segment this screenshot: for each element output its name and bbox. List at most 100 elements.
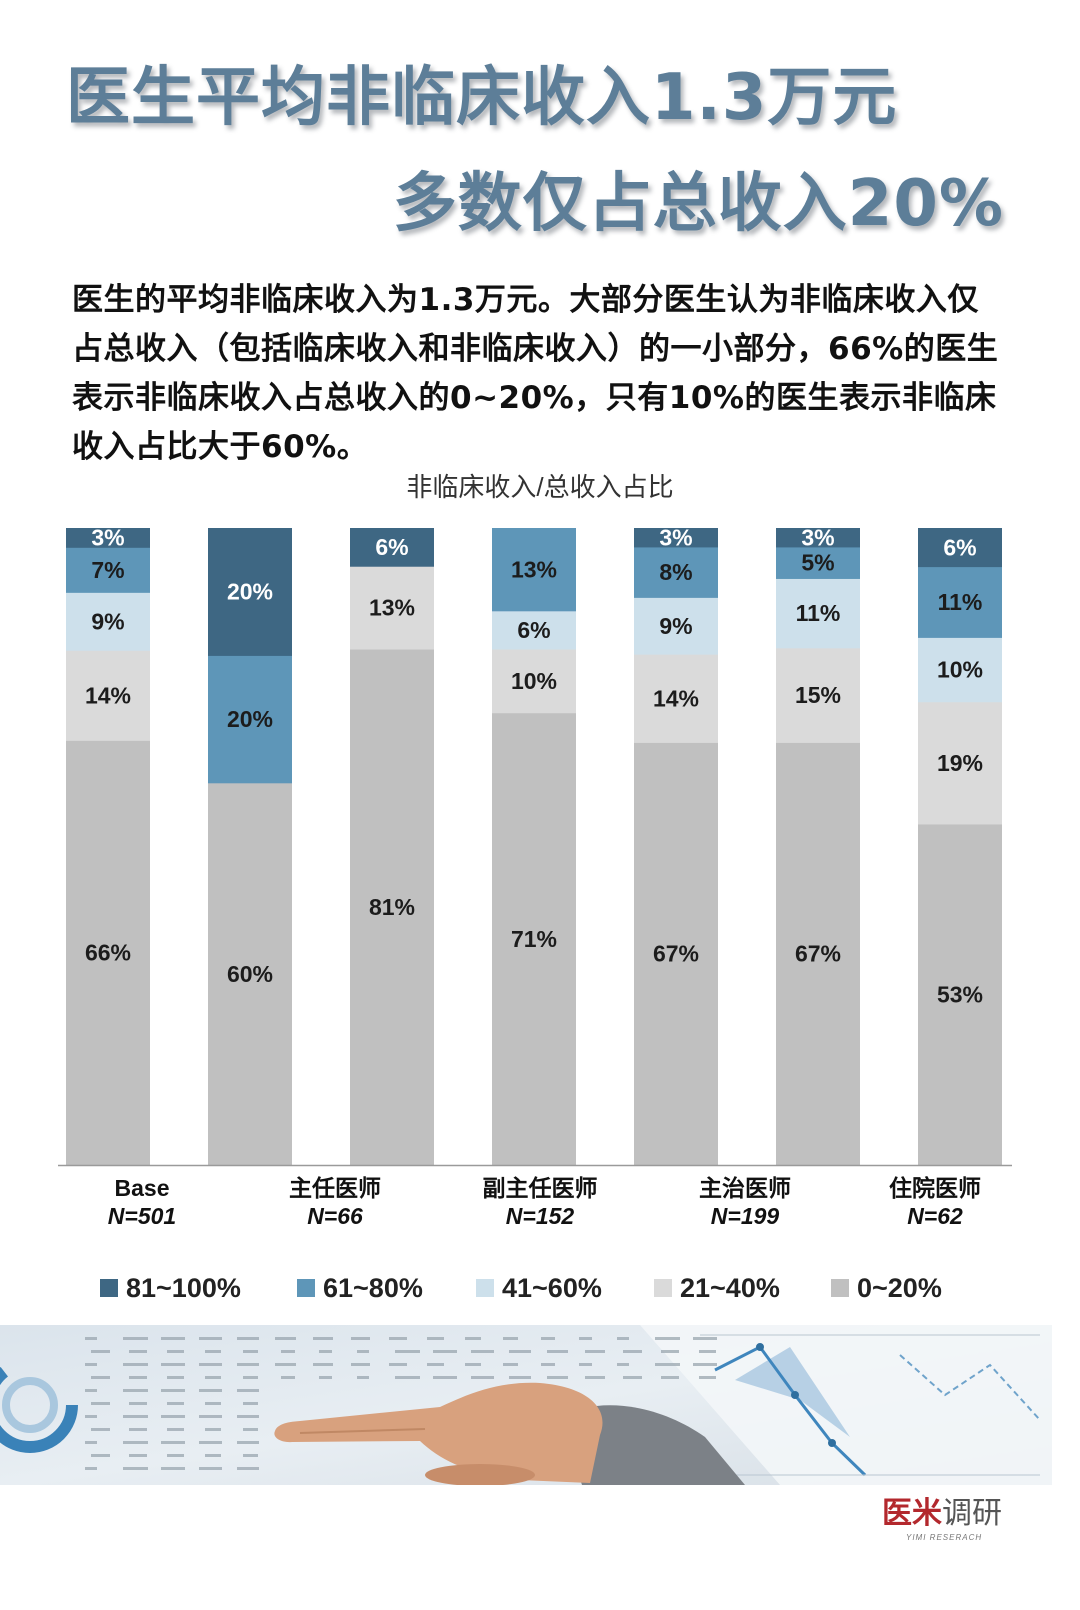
- table-cell-mark: [427, 1337, 444, 1340]
- table-cell-mark: [85, 1363, 97, 1366]
- table-cell-mark: [661, 1350, 679, 1353]
- table-cell-mark: [243, 1454, 258, 1457]
- segment-value-label: 3%: [801, 524, 834, 550]
- table-cell-mark: [699, 1376, 716, 1379]
- bar-segment: [634, 546, 718, 598]
- table-cell-mark: [205, 1350, 221, 1353]
- table-cell-mark: [161, 1415, 185, 1418]
- bar-segment: [66, 740, 150, 1166]
- bar-segment: [918, 566, 1002, 638]
- bar-segment: [66, 547, 150, 593]
- table-cell-mark: [91, 1376, 110, 1379]
- segment-value-label: 10%: [511, 668, 557, 694]
- table-cell-mark: [91, 1350, 110, 1353]
- chart-title: 非临床收入/总收入占比: [406, 472, 674, 502]
- x-tick-name: Base: [114, 1175, 170, 1201]
- table-cell-mark: [357, 1350, 369, 1353]
- table-cell-mark: [465, 1337, 481, 1340]
- table-cell-mark: [351, 1337, 370, 1340]
- table-cell-mark: [541, 1363, 555, 1366]
- chart-legend: 81~100% 61~80% 41~60% 21~40% 0~20%: [0, 1268, 1080, 1308]
- table-cell-mark: [281, 1376, 295, 1379]
- table-cell-mark: [161, 1363, 185, 1366]
- table-cell-mark: [237, 1337, 259, 1340]
- table-cell-mark: [243, 1428, 258, 1431]
- table-cell-mark: [85, 1415, 97, 1418]
- table-cell-mark: [243, 1402, 258, 1405]
- bar-segment: [66, 528, 150, 548]
- bar-segment: [350, 649, 434, 1166]
- segment-value-label: 71%: [511, 926, 557, 952]
- x-tick-label: 主治医师 N=199: [635, 1174, 855, 1230]
- table-cell-mark: [123, 1363, 148, 1366]
- segment-value-label: 13%: [511, 556, 557, 582]
- bar-segment: [208, 782, 292, 1166]
- segment-value-label: 5%: [801, 550, 834, 576]
- table-cell-mark: [123, 1337, 148, 1340]
- segment-value-label: 66%: [85, 940, 131, 966]
- summary-paragraph: 医生的平均非临床收入为1.3万元。大部分医生认为非临床收入仅 占总收入（包括临床…: [72, 276, 998, 472]
- page-title-line2: 多数仅占总收入20%: [392, 167, 1004, 241]
- table-cell-mark: [427, 1363, 444, 1366]
- bar-segment: [776, 647, 860, 743]
- logo-text-part2: 调研: [942, 1496, 1002, 1531]
- table-cell-mark: [471, 1376, 494, 1379]
- table-cell-mark: [617, 1337, 629, 1340]
- paper-sheet: [640, 1325, 1052, 1485]
- legend-label: 0~20%: [857, 1273, 942, 1303]
- table-cell-mark: [319, 1376, 332, 1379]
- table-cell-mark: [623, 1350, 642, 1353]
- bar-segment: [634, 742, 718, 1166]
- table-cell-mark: [319, 1350, 332, 1353]
- table-cell-mark: [91, 1454, 110, 1457]
- legend-swatch: [476, 1279, 494, 1297]
- table-cell-mark: [509, 1376, 531, 1379]
- table-cell-mark: [123, 1467, 148, 1470]
- x-tick-name: 住院医师: [889, 1175, 981, 1201]
- table-cell-mark: [313, 1337, 333, 1340]
- table-cell-mark: [465, 1363, 481, 1366]
- bar-segment: [492, 528, 576, 612]
- table-cell-mark: [237, 1389, 259, 1392]
- table-cell-mark: [205, 1428, 221, 1431]
- table-cell-mark: [199, 1441, 222, 1444]
- table-cell-mark: [85, 1337, 97, 1340]
- table-cell-mark: [199, 1337, 222, 1340]
- table-cell-mark: [357, 1376, 369, 1379]
- bar-segment: [350, 566, 434, 650]
- legend-swatch: [100, 1279, 118, 1297]
- bar-segment: [492, 649, 576, 714]
- x-tick-sample-size: N=501: [107, 1203, 177, 1229]
- table-cell-mark: [237, 1441, 259, 1444]
- segment-value-label: 20%: [227, 706, 273, 732]
- table-cell-mark: [129, 1402, 147, 1405]
- table-cell-mark: [389, 1337, 407, 1340]
- x-tick-sample-size: N=199: [710, 1203, 780, 1229]
- table-cell-mark: [503, 1363, 518, 1366]
- table-cell-mark: [85, 1467, 97, 1470]
- x-tick-sample-size: N=66: [307, 1203, 363, 1229]
- table-cell-mark: [129, 1376, 147, 1379]
- table-cell-mark: [205, 1376, 221, 1379]
- page-title-line1: 医生平均非临床收入1.3万元: [66, 61, 898, 135]
- bar-segment: [66, 650, 150, 741]
- table-cell-mark: [243, 1350, 258, 1353]
- bar-stack: 81% 13% 6%: [350, 528, 434, 1166]
- table-cell-mark: [123, 1389, 148, 1392]
- brand-logo: 医米调研: [882, 1496, 1002, 1532]
- table-cell-mark: [617, 1363, 629, 1366]
- table-cell-mark: [275, 1337, 296, 1340]
- segment-value-label: 53%: [937, 981, 983, 1007]
- segment-value-label: 11%: [938, 589, 983, 615]
- bar-segment: [350, 528, 434, 567]
- table-cell-mark: [129, 1428, 147, 1431]
- table-cell-mark: [693, 1363, 717, 1366]
- table-cell-mark: [161, 1389, 185, 1392]
- table-cell-mark: [699, 1350, 716, 1353]
- table-cell-mark: [693, 1337, 717, 1340]
- legend-label: 41~60%: [502, 1273, 602, 1303]
- legend-label: 81~100%: [126, 1273, 241, 1303]
- table-cell-mark: [205, 1402, 221, 1405]
- line-chart-graphic: [700, 1334, 1041, 1477]
- bar-segment: [776, 528, 860, 548]
